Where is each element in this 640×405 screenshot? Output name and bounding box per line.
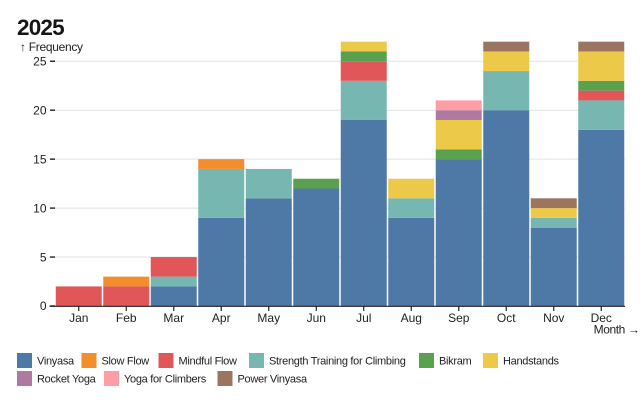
svg-text:2025: 2025 <box>17 15 64 40</box>
svg-text:Bikram: Bikram <box>439 356 472 368</box>
svg-text:Apr: Apr <box>212 311 231 325</box>
svg-text:May: May <box>257 311 280 325</box>
svg-text:Oct: Oct <box>497 311 516 325</box>
svg-text:Month →: Month → <box>594 323 640 337</box>
svg-text:Strength Training for Climbing: Strength Training for Climbing <box>269 356 406 368</box>
svg-text:5: 5 <box>40 250 47 264</box>
svg-text:Slow Flow: Slow Flow <box>102 356 150 368</box>
svg-text:Sep: Sep <box>448 311 470 325</box>
svg-text:Power Vinyasa: Power Vinyasa <box>238 374 308 386</box>
svg-text:Mar: Mar <box>163 311 184 325</box>
svg-text:Jul: Jul <box>356 311 371 325</box>
svg-text:10: 10 <box>33 201 47 215</box>
svg-text:Rocket Yoga: Rocket Yoga <box>37 374 97 386</box>
svg-text:Jan: Jan <box>69 311 88 325</box>
svg-text:Feb: Feb <box>116 311 137 325</box>
svg-text:Nov: Nov <box>543 311 564 325</box>
svg-text:Yoga for Climbers: Yoga for Climbers <box>124 374 207 386</box>
svg-text:Mindful Flow: Mindful Flow <box>179 356 237 368</box>
svg-text:Jun: Jun <box>307 311 326 325</box>
svg-text:Vinyasa: Vinyasa <box>37 356 75 368</box>
svg-text:↑ Frequency: ↑ Frequency <box>20 40 83 54</box>
svg-text:25: 25 <box>33 54 47 68</box>
svg-text:Handstands: Handstands <box>503 356 560 368</box>
svg-text:0: 0 <box>40 299 47 313</box>
svg-text:20: 20 <box>33 103 47 117</box>
svg-text:Aug: Aug <box>401 311 422 325</box>
svg-text:15: 15 <box>33 152 47 166</box>
svg-text:Dec: Dec <box>591 311 612 325</box>
